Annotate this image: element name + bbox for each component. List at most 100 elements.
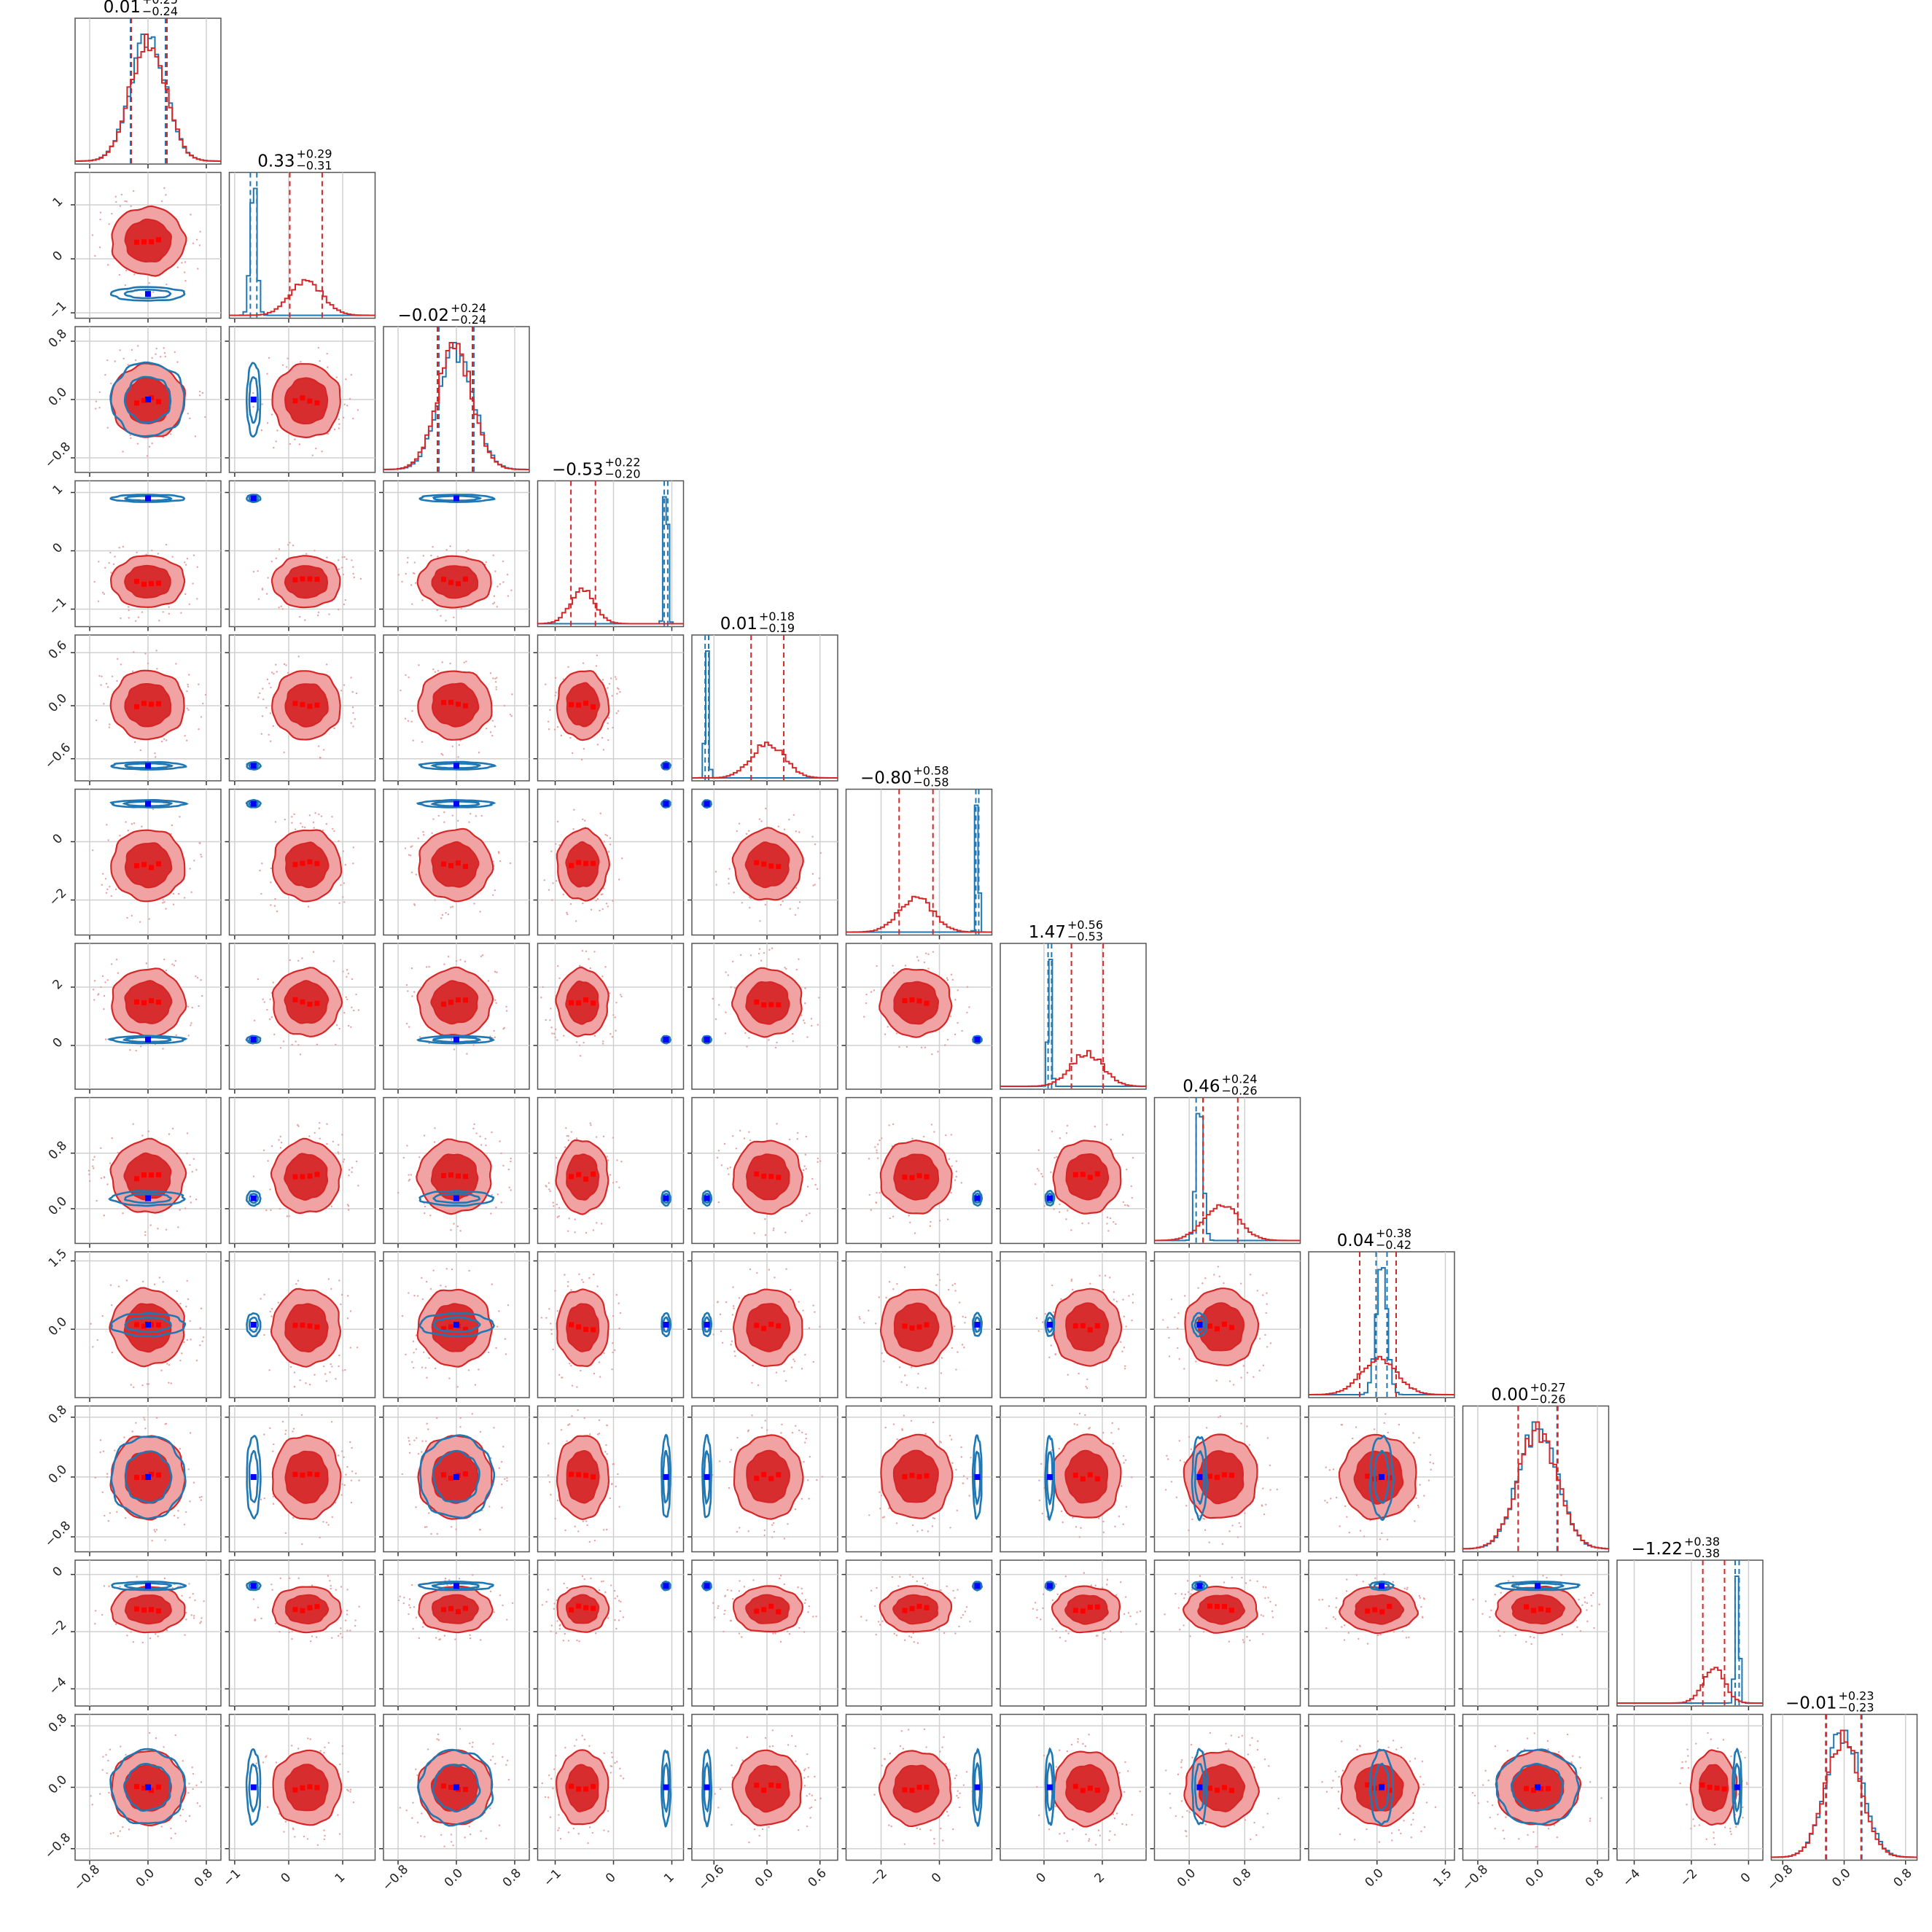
sample-point bbox=[904, 1374, 906, 1376]
sample-point bbox=[397, 1599, 400, 1602]
sample-point bbox=[341, 566, 343, 569]
sample-point bbox=[607, 905, 609, 908]
sample-point bbox=[614, 1762, 616, 1764]
sample-point bbox=[580, 758, 583, 761]
sample-point bbox=[545, 683, 547, 685]
sample-point bbox=[305, 1382, 307, 1384]
sample-point bbox=[731, 1777, 734, 1779]
sample-point bbox=[198, 1496, 201, 1499]
blue-contour-inner bbox=[124, 1316, 172, 1333]
sample-point bbox=[951, 1165, 953, 1167]
sample-point bbox=[261, 403, 263, 405]
sample-point bbox=[752, 1579, 755, 1581]
sample-point bbox=[291, 822, 293, 824]
sample-point bbox=[266, 1008, 268, 1011]
sample-point bbox=[957, 1790, 959, 1792]
contour-panel-8-3 bbox=[533, 1251, 685, 1402]
sample-point bbox=[1430, 1468, 1432, 1471]
sample-point bbox=[1378, 1841, 1381, 1843]
sample-point bbox=[199, 1622, 201, 1624]
sample-point bbox=[172, 892, 175, 895]
sample-point bbox=[946, 1810, 949, 1813]
sample-point bbox=[619, 690, 621, 693]
red-marker bbox=[1538, 1606, 1544, 1612]
sample-point bbox=[275, 663, 277, 666]
sample-point bbox=[1179, 1460, 1182, 1462]
red-marker bbox=[754, 1608, 760, 1614]
hist-panel-10: −1.22 +0.38−0.38 bbox=[1616, 1535, 1764, 1710]
sample-point bbox=[605, 1528, 608, 1531]
sample-point bbox=[744, 1032, 747, 1035]
sample-point bbox=[957, 1589, 959, 1591]
sample-point bbox=[862, 1322, 865, 1324]
sample-point bbox=[301, 1543, 303, 1546]
contour-panel-8-6 bbox=[996, 1251, 1147, 1402]
sample-point bbox=[1111, 1422, 1113, 1425]
contour-panel-9-4 bbox=[688, 1405, 838, 1557]
sample-point bbox=[351, 706, 354, 709]
sample-point bbox=[295, 1040, 297, 1043]
red-marker bbox=[569, 1607, 574, 1613]
sample-point bbox=[266, 1806, 269, 1808]
sample-point bbox=[749, 1268, 752, 1271]
sample-point bbox=[548, 728, 550, 731]
sample-point bbox=[957, 1796, 959, 1799]
sample-point bbox=[500, 1201, 502, 1204]
sample-point bbox=[507, 1778, 510, 1781]
blue-contour-inner bbox=[1510, 1762, 1564, 1812]
param-title-minus: −0.38 bbox=[1684, 1546, 1720, 1560]
sample-point bbox=[1713, 1836, 1715, 1839]
red-marker bbox=[456, 701, 461, 707]
sample-point bbox=[1123, 1347, 1126, 1349]
sample-point bbox=[1065, 1629, 1067, 1632]
sample-point bbox=[796, 1131, 799, 1134]
blue-marker bbox=[145, 1037, 151, 1043]
sample-point bbox=[199, 1805, 201, 1807]
sample-point bbox=[1244, 1512, 1246, 1514]
sample-point bbox=[784, 966, 786, 969]
sample-point bbox=[1578, 1598, 1580, 1601]
sample-point bbox=[1124, 1761, 1126, 1764]
sample-point bbox=[614, 1619, 616, 1621]
sample-point bbox=[1680, 1767, 1683, 1769]
sample-point bbox=[307, 1737, 309, 1740]
panel-frame bbox=[845, 788, 993, 936]
sample-point bbox=[724, 1032, 727, 1035]
sample-point bbox=[157, 1228, 159, 1230]
sample-point bbox=[567, 1640, 570, 1642]
red-marker bbox=[456, 581, 461, 587]
sample-point bbox=[603, 1352, 605, 1355]
sample-point bbox=[783, 1583, 785, 1586]
sample-point bbox=[1113, 1298, 1115, 1301]
sample-point bbox=[758, 818, 761, 820]
sample-point bbox=[176, 361, 179, 363]
sample-point bbox=[152, 291, 155, 293]
sample-point bbox=[316, 1043, 319, 1045]
sample-point bbox=[897, 1585, 900, 1587]
red-marker bbox=[1207, 1473, 1212, 1479]
sample-point bbox=[957, 989, 959, 992]
sample-point bbox=[1168, 1336, 1170, 1339]
sample-point bbox=[493, 1611, 495, 1613]
sample-point bbox=[331, 1366, 333, 1368]
sample-point bbox=[92, 849, 94, 852]
sample-point bbox=[960, 1456, 963, 1458]
sample-point bbox=[946, 977, 949, 979]
sample-point bbox=[729, 1461, 731, 1463]
sample-point bbox=[931, 1525, 934, 1527]
sample-point bbox=[603, 1752, 605, 1755]
sample-point bbox=[733, 891, 735, 894]
sample-point bbox=[165, 283, 168, 286]
sample-point bbox=[798, 1627, 801, 1629]
contour-panel-10-6 bbox=[996, 1559, 1147, 1710]
sample-point bbox=[1225, 1742, 1227, 1745]
sample-point bbox=[1600, 1797, 1602, 1799]
sample-point bbox=[903, 1266, 906, 1269]
sample-point bbox=[1500, 1592, 1502, 1594]
sample-point bbox=[547, 720, 550, 722]
sample-point bbox=[143, 1417, 145, 1419]
blue-contour-outer bbox=[110, 1436, 187, 1520]
sample-point bbox=[472, 1044, 475, 1046]
red-contour-inner bbox=[566, 1303, 600, 1352]
red-marker bbox=[591, 1000, 596, 1006]
